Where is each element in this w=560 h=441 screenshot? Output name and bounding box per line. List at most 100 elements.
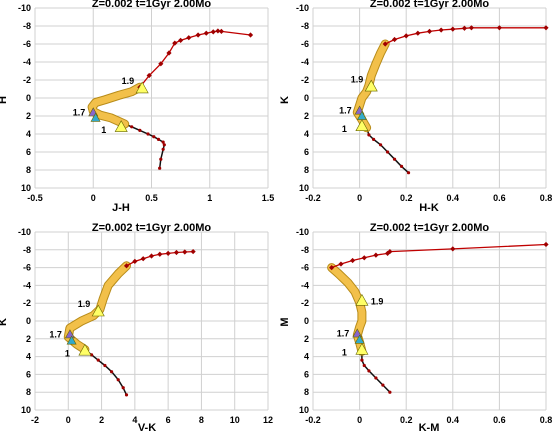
track-point [426, 28, 433, 34]
x-tick-label: 4 [132, 415, 137, 425]
y-tick-label: 10 [299, 183, 309, 193]
x-tick-label: 6 [166, 415, 171, 425]
track-point [173, 249, 180, 256]
track-point [157, 251, 163, 257]
mass-label: 1 [342, 347, 347, 357]
track-point [399, 164, 404, 168]
y-tick-label: -6 [301, 263, 309, 273]
mass-label: 1 [101, 125, 106, 135]
track-point [124, 393, 129, 397]
track-point [140, 256, 146, 262]
y-tick-label: 10 [299, 405, 309, 415]
y-tick-label: -4 [23, 280, 31, 290]
y-tick-label: 8 [304, 165, 309, 175]
y-tick-label: 6 [26, 147, 31, 157]
x-tick-label: 0 [357, 415, 362, 425]
mass-marker-yellow [91, 304, 105, 317]
y-tick-label: 2 [304, 111, 309, 121]
track-point [161, 140, 165, 144]
x-tick-label: 0.6 [493, 415, 506, 425]
y-tick-label: 10 [21, 183, 31, 193]
track-point [450, 26, 456, 32]
y-tick-label: -6 [301, 39, 309, 49]
track-point [89, 353, 94, 357]
y-tick-label: -8 [23, 21, 31, 31]
y-tick-label: 0 [304, 93, 309, 103]
x-axis-label: H-K [419, 202, 439, 214]
y-tick-label: -4 [301, 57, 309, 67]
y-tick-label: 0 [26, 316, 31, 326]
track-point [360, 358, 364, 362]
mass-label: 1.9 [351, 74, 364, 84]
x-axis-label: K-M [419, 422, 440, 434]
mass-label: 1.9 [78, 299, 91, 309]
track-series-lower [361, 351, 391, 393]
mass-label: 1.7 [49, 329, 62, 339]
y-tick-label: 4 [26, 129, 31, 139]
y-tick-label: -10 [18, 3, 31, 13]
track-point [374, 376, 378, 380]
track-series-lower [124, 123, 166, 169]
track-point [415, 30, 421, 36]
track-point [367, 369, 371, 373]
chart-title: Z=0.002 t=1Gyr 2.00Mo [370, 0, 490, 10]
track-point [385, 150, 390, 154]
y-tick-label: 2 [26, 334, 31, 344]
x-tick-label: 2 [99, 415, 104, 425]
track-point [158, 166, 162, 170]
track-point [178, 37, 184, 43]
track-point [373, 252, 379, 258]
y-tick-label: 6 [26, 369, 31, 379]
x-tick-label: 0.8 [540, 415, 553, 425]
track-point [138, 128, 142, 132]
track-point [130, 125, 134, 129]
track-point [109, 370, 114, 374]
x-tick-label: 0 [357, 193, 362, 203]
track-point [329, 265, 335, 271]
x-tick-label: 0 [66, 415, 71, 425]
x-tick-label: 0.5 [145, 193, 158, 203]
y-tick-label: 4 [304, 352, 309, 362]
mass-label: 1.7 [339, 106, 352, 116]
mass-label: 1.9 [371, 297, 384, 307]
x-tick-label: -0.2 [305, 193, 321, 203]
x-tick-label: -0.2 [305, 415, 321, 425]
y-tick-label: -4 [301, 280, 309, 290]
chart-title: Z=0.002 t=1Gyr 2.00Mo [92, 0, 212, 10]
track-point [182, 249, 188, 255]
x-tick-label: 0.8 [540, 193, 553, 203]
mass-marker-yellow [355, 119, 369, 131]
mass-marker-yellow [135, 81, 149, 94]
track-point [121, 386, 125, 390]
x-tick-label: -0.5 [27, 193, 43, 203]
y-tick-label: -10 [18, 227, 31, 237]
x-tick-label: 0.4 [447, 193, 460, 203]
x-axis-label: J-H [112, 202, 130, 214]
track-point [152, 135, 156, 139]
track-series-upper [384, 27, 546, 45]
track-point [388, 390, 392, 394]
mass-marker-violet [64, 329, 75, 339]
track-point [381, 383, 385, 387]
mass-marker-yellow [78, 343, 92, 356]
track-point [338, 261, 344, 267]
track-point [96, 358, 100, 362]
x-tick-label: 1.5 [262, 193, 275, 203]
mass-marker-cyan [354, 334, 365, 344]
mass-label: 1 [65, 348, 70, 358]
track-point [148, 253, 155, 259]
y-axis-label: M [279, 317, 291, 326]
y-tick-label: -8 [23, 245, 31, 255]
track-point [382, 41, 388, 47]
track-point [158, 61, 164, 67]
mass-marker-yellow [114, 120, 128, 132]
y-tick-label: 8 [26, 387, 31, 397]
x-tick-label: 10 [230, 415, 240, 425]
y-tick-label: 6 [304, 147, 309, 157]
mass-marker-yellow [355, 293, 369, 306]
y-tick-label: -2 [23, 298, 31, 308]
mass-label: 1.7 [73, 107, 86, 117]
x-tick-label: 12 [263, 415, 273, 425]
track-series-upper [139, 30, 251, 88]
